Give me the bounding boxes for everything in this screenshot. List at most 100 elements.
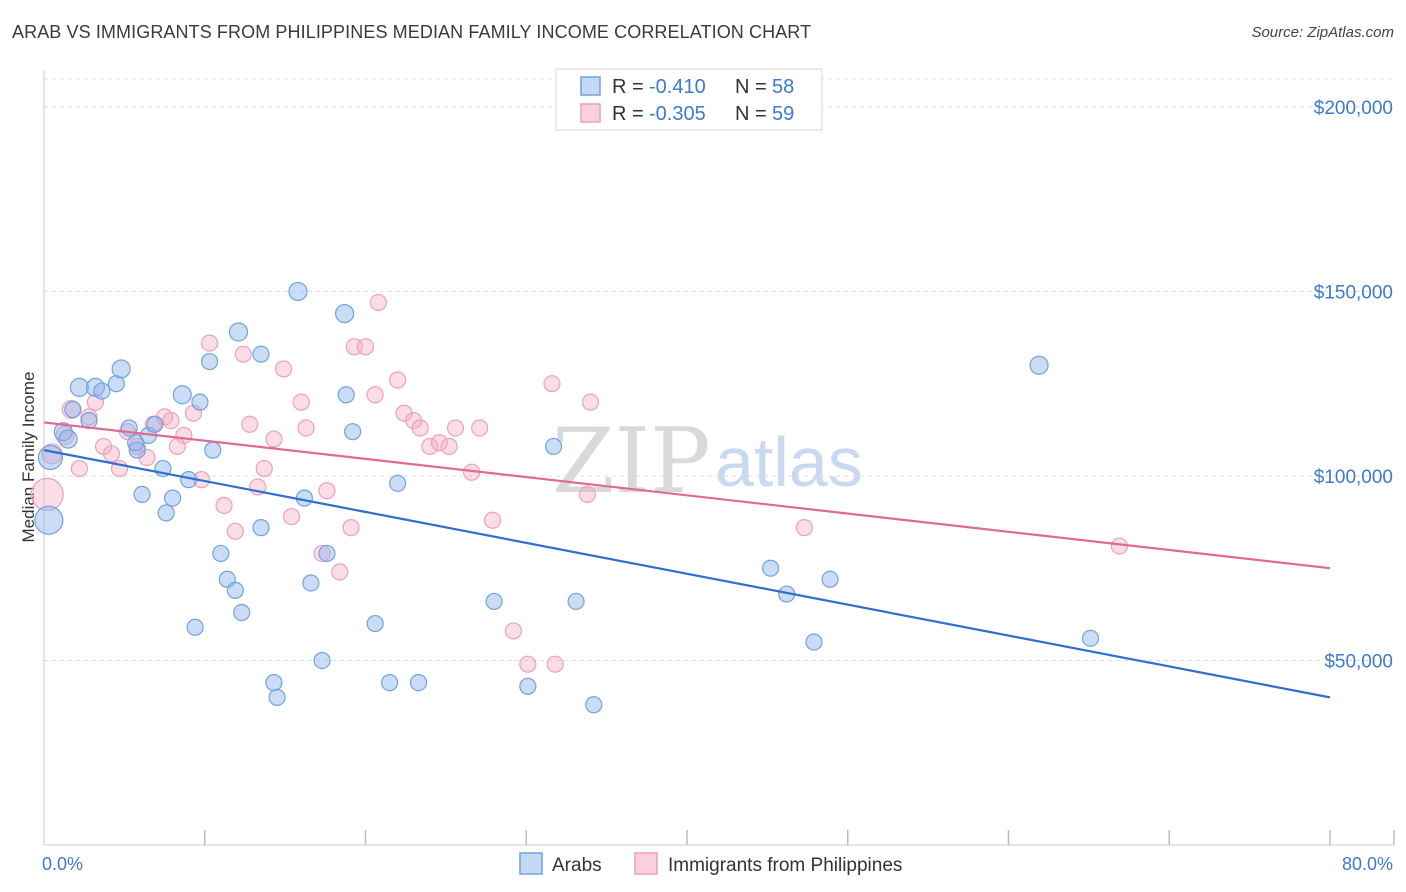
y-tick-labels: $50,000 $100,000 $150,000 $200,000	[1314, 98, 1393, 673]
philippines-point	[411, 419, 429, 437]
data-points	[30, 281, 1129, 714]
philippines-point	[265, 430, 283, 448]
arabs-point	[265, 674, 283, 692]
arabs-point	[485, 592, 503, 611]
philippines-point	[369, 293, 387, 312]
x-tick-marks	[204, 830, 1395, 845]
arabs-point	[344, 423, 362, 441]
watermark-atlas: atlas	[715, 423, 863, 501]
arabs-point	[58, 429, 78, 449]
arabs-point	[34, 505, 64, 535]
legend-r-label-arabs: R =	[612, 76, 644, 98]
arabs-point	[233, 603, 251, 622]
legend-r-label-philippines: R =	[612, 103, 644, 125]
arabs-point	[544, 437, 563, 456]
arabs-point	[821, 570, 839, 588]
legend-n-label-philippines: N =	[735, 103, 767, 125]
arabs-point	[212, 544, 230, 563]
gridlines	[44, 78, 1394, 661]
x-tick-label-min: 0.0%	[42, 854, 83, 874]
philippines-point	[356, 338, 375, 356]
arabs-point	[226, 581, 244, 599]
arabs-point	[204, 441, 222, 459]
arabs-point	[337, 386, 355, 404]
bottom-legend-swatch-philippines	[634, 852, 658, 875]
x-tick-label-max: 80.0%	[1342, 854, 1393, 874]
philippines-point	[546, 655, 564, 673]
arabs-point	[186, 618, 204, 636]
arabs-point	[191, 393, 209, 411]
arabs-point	[252, 519, 270, 537]
philippines-point	[342, 519, 360, 537]
philippines-point	[282, 507, 301, 526]
philippines-point	[234, 345, 252, 363]
philippines-point	[80, 408, 98, 426]
philippines-point	[543, 375, 561, 393]
legend-n-value-philippines: 59	[772, 103, 794, 125]
legend-n-label-arabs: N =	[735, 76, 767, 98]
philippines-point	[366, 386, 384, 404]
y-tick-label: $150,000	[1314, 282, 1393, 303]
philippines-point	[274, 360, 293, 378]
y-tick-label: $200,000	[1314, 98, 1393, 119]
philippines-point	[483, 511, 502, 529]
philippines-point	[331, 563, 349, 581]
arabs-point	[335, 303, 355, 324]
bottom-legend-label-philippines: Immigrants from Philippines	[668, 855, 902, 876]
legend-r-value-philippines: -0.305	[649, 103, 706, 125]
arabs-point	[389, 474, 407, 492]
philippines-point	[200, 334, 219, 352]
philippines-point	[313, 544, 331, 563]
philippines-point	[241, 415, 259, 433]
arabs-point	[585, 696, 603, 714]
bottom-legend: Arabs Immigrants from Philippines	[519, 852, 902, 876]
legend-box: R = -0.410 N = 58 R = -0.305 N = 59	[555, 68, 823, 131]
philippines-point	[581, 393, 600, 411]
arabs-point	[37, 444, 64, 471]
arabs-point	[164, 489, 182, 507]
y-axis-label: Median Family Income	[19, 371, 38, 542]
philippines-point	[504, 622, 522, 640]
arabs-point	[200, 352, 219, 371]
arabs-point	[146, 415, 164, 433]
arabs-point	[567, 592, 585, 611]
arabs-point	[1029, 355, 1049, 375]
philippines-point	[30, 477, 64, 512]
arabs-point	[172, 385, 192, 405]
arabs-point	[761, 559, 780, 577]
philippines-point	[318, 482, 336, 500]
philippines-point	[519, 655, 537, 673]
philippines-point	[430, 434, 449, 452]
arabs-point	[111, 359, 131, 379]
arabs-point	[228, 322, 249, 342]
philippines-point	[175, 426, 193, 444]
philippines-point	[162, 411, 180, 430]
philippines-point	[389, 371, 407, 389]
arabs-point	[366, 614, 384, 633]
arabs-point	[69, 377, 89, 397]
arabs-point	[313, 651, 331, 670]
philippines-point	[446, 419, 465, 437]
arabs-point	[409, 674, 428, 692]
legend-swatch-arabs	[580, 76, 601, 96]
y-tick-label: $50,000	[1324, 651, 1393, 672]
philippines-point	[795, 519, 813, 537]
bottom-legend-label-arabs: Arabs	[552, 855, 602, 876]
philippines-point	[471, 419, 489, 437]
arabs-point	[252, 345, 270, 363]
arabs-point	[288, 281, 308, 302]
philippines-point	[215, 496, 233, 515]
philippines-trend-line	[43, 421, 1331, 570]
arabs-point	[805, 633, 823, 651]
arabs-point	[133, 485, 151, 504]
arabs-point	[157, 504, 175, 522]
philippines-point	[70, 459, 88, 478]
arabs-point	[519, 677, 537, 695]
legend-n-value-arabs: 58	[772, 76, 794, 98]
arabs-point	[127, 434, 145, 452]
philippines-point	[297, 419, 315, 437]
legend-r-value-arabs: -0.410	[649, 76, 706, 98]
bottom-legend-swatch-arabs	[519, 852, 543, 875]
arabs-point	[318, 544, 336, 563]
